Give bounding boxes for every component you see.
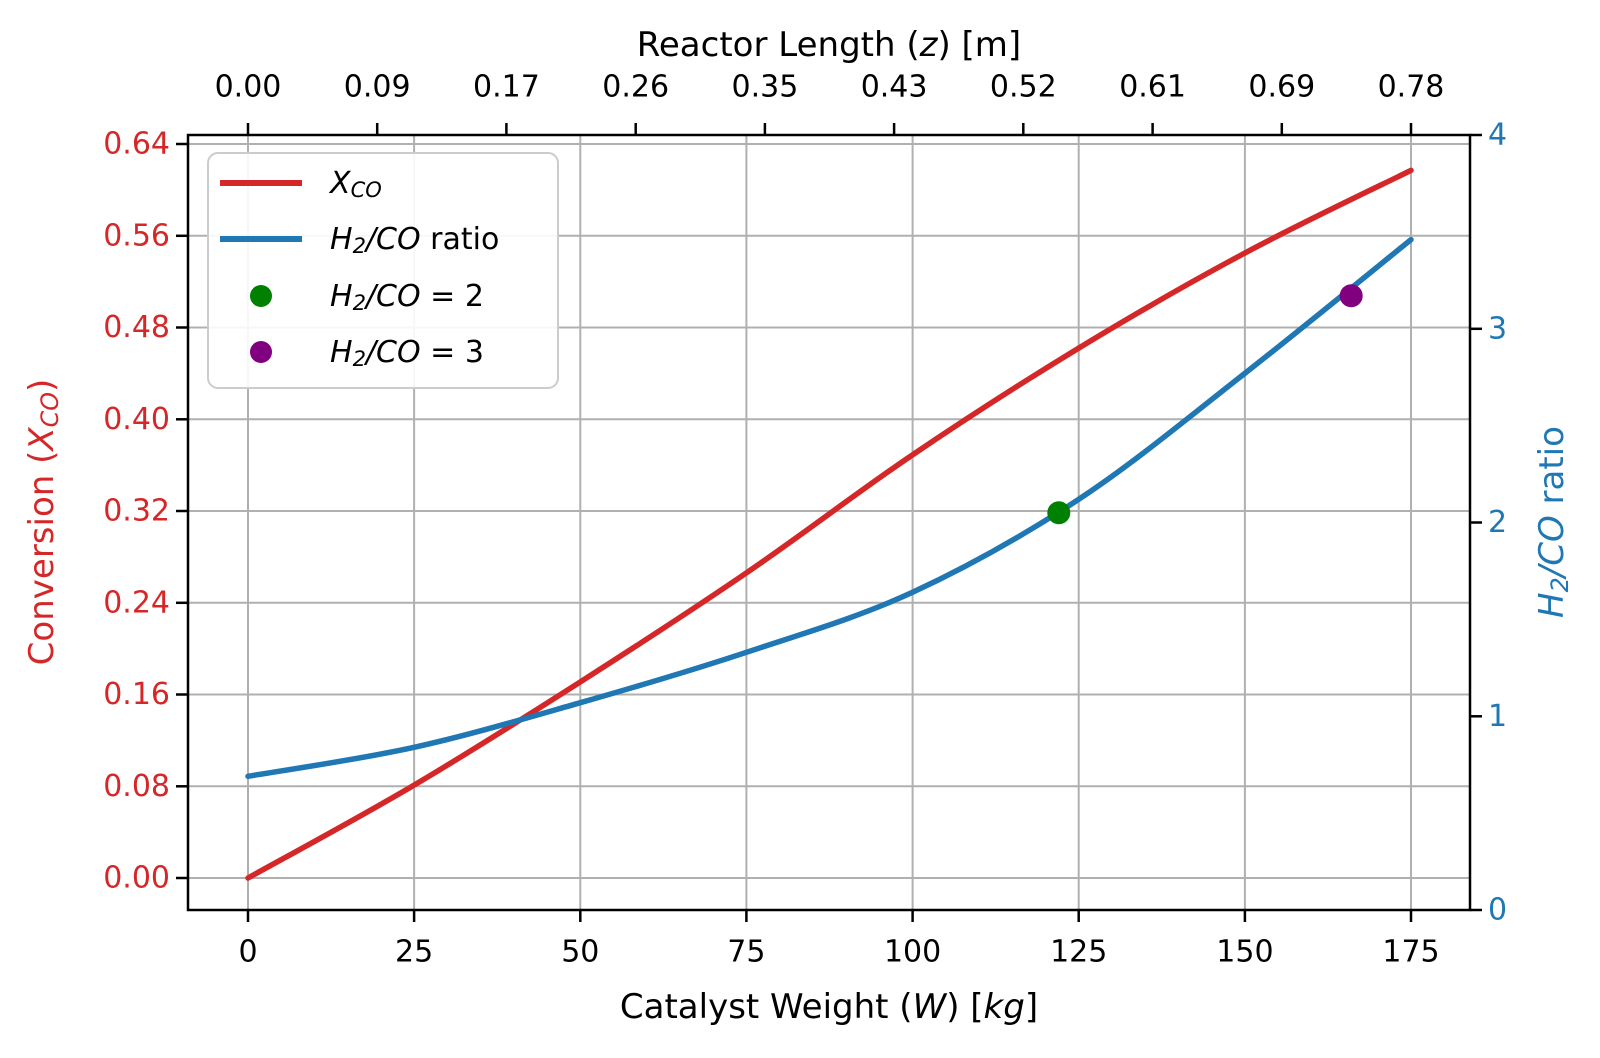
label-part: 2 (353, 347, 366, 371)
x-tick-label-top: 0.26 (602, 70, 669, 105)
y-tick-label-left: 0.24 (103, 585, 170, 620)
y-tick-label-right: 3 (1488, 311, 1507, 346)
label-part: 2 (353, 291, 366, 315)
y-tick-label-left: 0.00 (103, 861, 170, 896)
y-tick-label-right: 1 (1488, 699, 1507, 734)
h2co-2-marker (1047, 501, 1071, 525)
label-part: 2 (1546, 577, 1574, 592)
x-tick-label-top: 0.17 (473, 70, 540, 105)
legend-item-label: H2/CO = 2 (330, 279, 484, 316)
y-tick-label-left: 0.64 (103, 127, 170, 162)
label-part: = 2 (421, 279, 484, 314)
top-axis-label: Reactor Length (z) [m] (637, 25, 1021, 65)
x-tick-label-top: 0.52 (990, 70, 1057, 105)
label-part: z (919, 25, 939, 65)
label-part: W (913, 987, 948, 1027)
label-part: H (330, 222, 353, 257)
xco-curve (245, 167, 1414, 881)
x-tick-label-top: 0.78 (1378, 70, 1445, 105)
legend-item-label: H2/CO ratio (330, 222, 499, 259)
x-tick-label-top: 0.69 (1248, 70, 1315, 105)
h2co-ratio-curve (245, 236, 1414, 780)
label-part: kg (984, 987, 1025, 1027)
y-tick-label-right: 0 (1488, 893, 1507, 928)
label-part: X (22, 427, 62, 453)
x-tick-label-top: 0.43 (861, 70, 928, 105)
y-tick-label-left: 0.40 (103, 402, 170, 437)
x-tick-label-top: 0.61 (1119, 70, 1186, 105)
x-tick-label-top: 0.35 (732, 70, 799, 105)
label-part: ) [m] (937, 25, 1021, 65)
legend-dot-swatch (250, 285, 272, 307)
x-tick-label-bottom: 75 (727, 935, 765, 970)
label-part: = 3 (421, 335, 484, 370)
y-tick-label-right: 4 (1488, 118, 1507, 153)
y-tick-label-left: 0.16 (103, 677, 170, 712)
label-part: ) (22, 379, 62, 392)
legend-dot-swatch (250, 341, 272, 363)
label-part: CO (351, 178, 382, 202)
label-part: Conversion ( (22, 451, 62, 666)
legend-box (207, 152, 559, 389)
x-tick-label-top: 0.09 (344, 70, 411, 105)
x-tick-label-top: 0.00 (215, 70, 282, 105)
x-tick-label-bottom: 100 (884, 935, 941, 970)
x-tick-label-bottom: 125 (1050, 935, 1107, 970)
label-part: CO (36, 392, 64, 427)
x-tick-label-bottom: 150 (1216, 935, 1273, 970)
tick-layer (176, 123, 1482, 922)
legend-item-label: H2/CO = 3 (330, 335, 484, 372)
legend-item-label: XCO (328, 166, 382, 203)
label-part: /CO (1532, 515, 1572, 580)
bottom-axis-label: Catalyst Weight (W) [kg] (620, 987, 1038, 1027)
label-part: Reactor Length ( (637, 25, 920, 65)
x-tick-label-bottom: 25 (395, 935, 433, 970)
label-part: ] (1025, 987, 1038, 1027)
x-tick-label-bottom: 50 (561, 935, 599, 970)
y-tick-label-left: 0.56 (103, 218, 170, 253)
label-part: Catalyst Weight ( (620, 987, 913, 1027)
label-part: /CO (363, 335, 421, 370)
y-tick-label-left: 0.08 (103, 769, 170, 804)
label-part: ) [ (946, 987, 983, 1027)
h2co-3-marker (1339, 284, 1363, 308)
label-part: H (330, 335, 353, 370)
y-tick-label-left: 0.48 (103, 310, 170, 345)
left-axis-label: Conversion (XCO) (22, 379, 64, 666)
tick-label-layer: 0 25 50 75 100 125 150 175 0.00 0.09 0.17 0.26 0.35 0… (103, 70, 1507, 970)
label-part: /CO (363, 222, 421, 257)
y-tick-label-left: 0.32 (103, 494, 170, 529)
marker-layer (1047, 284, 1363, 525)
x-tick-label-bottom: 175 (1382, 935, 1439, 970)
label-part: 2 (353, 234, 366, 258)
y-tick-label-right: 2 (1488, 505, 1507, 540)
label-part: H (1532, 592, 1572, 618)
label-part: /CO (363, 279, 421, 314)
series-layer (245, 167, 1414, 881)
right-axis-label: H2/CO ratio (1532, 426, 1574, 618)
label-part: H (330, 279, 353, 314)
label-part: ratio (421, 222, 500, 257)
x-tick-label-bottom: 0 (238, 935, 257, 970)
label-part: ratio (1532, 426, 1572, 515)
label-part: X (328, 166, 352, 201)
